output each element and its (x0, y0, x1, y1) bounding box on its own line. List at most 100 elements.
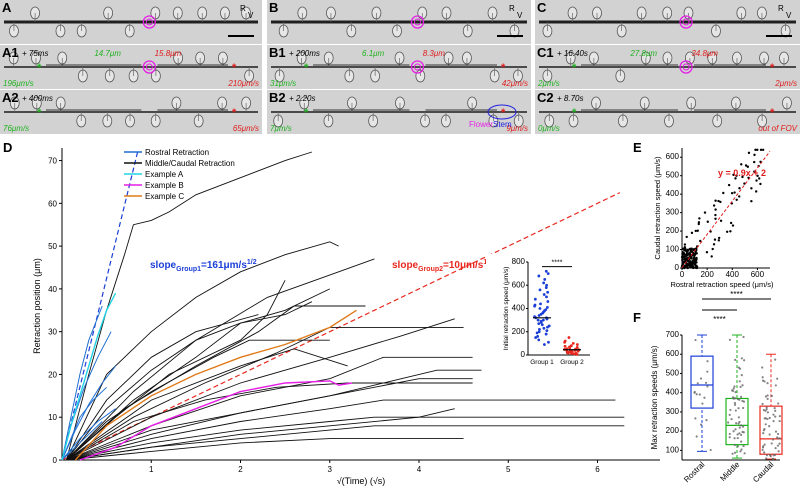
box-point (733, 401, 737, 405)
y-tick-label: 300 (666, 208, 680, 217)
box-point (774, 447, 777, 450)
example-trace (61, 292, 117, 461)
scatter-point (682, 255, 686, 258)
inset-point-group1 (536, 318, 540, 322)
box-point (698, 393, 701, 396)
scatter-point (750, 187, 753, 190)
scatter-point (714, 199, 717, 202)
inset-point-group1 (546, 290, 550, 294)
scatter-point (684, 264, 687, 268)
box-point (728, 413, 731, 417)
inset-y-tick-label: 400 (512, 304, 526, 313)
distance-label: 6.1μm (362, 49, 385, 58)
box-point (739, 385, 742, 388)
inset-y-tick-label: 600 (512, 280, 526, 289)
inset-point-group1 (546, 305, 549, 309)
scatter-point (694, 229, 697, 233)
y-tick-label: 30 (48, 328, 57, 337)
scatter-point (687, 260, 691, 264)
box-point (762, 432, 765, 435)
speed-label: 7μm/s (270, 124, 292, 133)
significance-label: **** (730, 290, 742, 299)
scatter-point (729, 230, 732, 233)
box-point (743, 452, 746, 455)
inset-point-group1 (542, 293, 546, 296)
inset-category-label: Group 2 (560, 359, 584, 366)
x-tick-label: 4 (417, 465, 422, 474)
x-tick-label: 0 (680, 270, 685, 279)
y-tick-label: 400 (666, 189, 680, 198)
box-point (776, 444, 780, 447)
scatter-point (683, 249, 687, 252)
orientation-v: V (786, 11, 792, 20)
ablation-marker (410, 60, 425, 74)
ablation-marker-inner (145, 18, 153, 26)
inset-point-group2 (571, 341, 575, 345)
box-point (768, 433, 771, 436)
y-tick-label: 100 (666, 445, 680, 454)
scatter-point (705, 250, 709, 254)
inset-point-group1 (533, 303, 537, 307)
box-point (706, 385, 709, 388)
box-point (732, 397, 735, 400)
box-point (776, 377, 779, 380)
speed-label: out of FOV (758, 124, 797, 133)
significance-label: **** (713, 315, 725, 324)
ablation-marker-inner (413, 18, 421, 26)
box-point (743, 359, 746, 362)
scatter-point (738, 195, 741, 198)
box-point (739, 450, 742, 453)
box-point (768, 416, 771, 420)
inset-y-tick-label: 800 (512, 257, 526, 266)
box-point (739, 424, 743, 427)
y-axis-label: Max retraction speeds (μm/s) (650, 345, 659, 449)
box-point (772, 454, 775, 457)
scatter-point (699, 239, 702, 243)
box-point (763, 451, 766, 454)
box-point (726, 421, 730, 424)
distance-label: 34.8μm (691, 49, 718, 58)
inset-point-group1 (538, 288, 542, 292)
example-trace (79, 380, 353, 461)
scatter-point (752, 160, 756, 164)
middle-caudal-trace (66, 438, 464, 461)
scatter-point (717, 239, 721, 242)
scatter-point (730, 191, 734, 195)
time-label: + 2.20s (289, 94, 315, 103)
speed-label: 0μm/s (538, 124, 560, 133)
panel-e: E 0 100 200 300 400 500 600 0 200 400 600 Caudal ret… (633, 140, 774, 289)
y-tick-label: 700 (666, 330, 680, 339)
y-tick-label: 50 (48, 242, 57, 251)
rostral-trace (61, 365, 116, 461)
time-label: + 75ms (22, 49, 48, 58)
box-point (765, 406, 768, 409)
x-axis-label: √(Time) (√s) (337, 476, 386, 486)
stem-label: Stem (493, 120, 512, 129)
box-point (728, 436, 731, 439)
box-point (699, 377, 703, 380)
speed-label: 2μm/s (774, 79, 797, 88)
x-tick-label: 2 (238, 465, 243, 474)
box-point (705, 419, 708, 422)
red-asterisk: * (501, 62, 506, 74)
middle-caudal-trace (66, 382, 473, 461)
box-point (735, 422, 738, 425)
speed-label: 196μm/s (3, 79, 34, 88)
box-point (762, 445, 765, 448)
flower-label: Flower (469, 120, 493, 129)
inset-point-group1 (545, 329, 549, 332)
green-asterisk: * (37, 107, 42, 119)
orientation-r: R (509, 4, 515, 13)
scatter-point (755, 179, 758, 182)
scatter-point (735, 174, 738, 177)
box-point (706, 370, 709, 373)
scatter-point (690, 249, 693, 252)
box-point (774, 415, 777, 418)
y-tick-label: 600 (666, 152, 680, 161)
inset-point-group1 (541, 318, 545, 322)
box-point (764, 423, 767, 426)
middle-caudal-trace (66, 314, 259, 461)
box-point (742, 431, 745, 434)
scatter-point (759, 182, 762, 186)
distance-label: 8.3μm (423, 49, 446, 58)
